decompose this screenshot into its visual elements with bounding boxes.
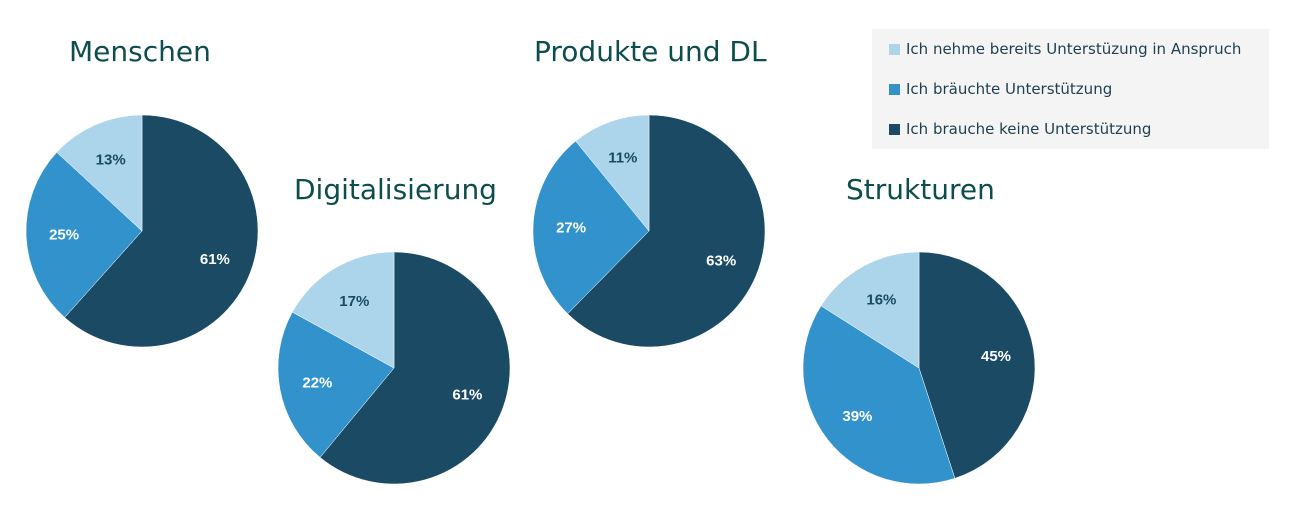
legend-item-bereits: Ich nehme bereits Unterstüzung in Anspru… xyxy=(889,39,1241,59)
slice-value-label: 16% xyxy=(866,292,896,309)
slice-value-label: 27% xyxy=(556,219,586,236)
legend-label: Ich bräuchte Unterstützung xyxy=(906,80,1113,98)
pie-slice xyxy=(575,114,650,232)
pie-slice xyxy=(277,311,395,458)
chart-title-strukturen: Strukturen xyxy=(846,173,995,206)
legend-swatch xyxy=(889,123,900,135)
pie-slice xyxy=(532,140,650,315)
pie-slice xyxy=(292,251,395,369)
slice-value-label: 17% xyxy=(339,293,369,310)
pie-chart-digitalisierung: 61% 22% 17% xyxy=(277,251,511,485)
legend-item-braeuchte: Ich bräuchte Unterstützung xyxy=(889,79,1112,99)
slice-value-label: 63% xyxy=(706,253,736,270)
chart-title-produkte: Produkte und DL xyxy=(534,35,767,68)
legend-swatch xyxy=(889,83,900,95)
pie-chart-menschen: 61% 25% 13% xyxy=(25,114,259,348)
legend-label: Ich brauche keine Unterstützung xyxy=(906,120,1152,138)
pie-slice xyxy=(56,114,143,232)
pie-slice xyxy=(918,251,1036,479)
slice-value-label: 61% xyxy=(452,386,482,403)
legend-item-keine: Ich brauche keine Unterstützung xyxy=(889,119,1151,139)
legend-label: Ich nehme bereits Unterstüzung in Anspru… xyxy=(906,40,1242,58)
legend: Ich nehme bereits Unterstüzung in Anspru… xyxy=(872,29,1269,149)
pie-slice xyxy=(567,114,766,348)
pie-slice xyxy=(25,151,143,318)
slice-value-label: 22% xyxy=(302,375,332,392)
pie-chart-strukturen: 45% 39% 16% xyxy=(802,251,1036,485)
slice-value-label: 25% xyxy=(49,227,79,244)
pie-slice xyxy=(820,251,920,369)
chart-title-menschen: Menschen xyxy=(69,35,211,68)
pie-chart-produkte: 63% 27% 11% xyxy=(532,114,766,348)
slice-value-label: 61% xyxy=(200,251,230,268)
slice-value-label: 13% xyxy=(96,152,126,169)
pie-slice xyxy=(319,251,511,485)
legend-swatch xyxy=(889,43,900,55)
pie-slice xyxy=(64,114,259,348)
pie-slice xyxy=(802,305,956,485)
slice-value-label: 11% xyxy=(608,150,637,167)
slice-value-label: 45% xyxy=(981,348,1011,365)
chart-title-digitalisierung: Digitalisierung xyxy=(294,173,497,206)
slice-value-label: 39% xyxy=(842,408,872,425)
